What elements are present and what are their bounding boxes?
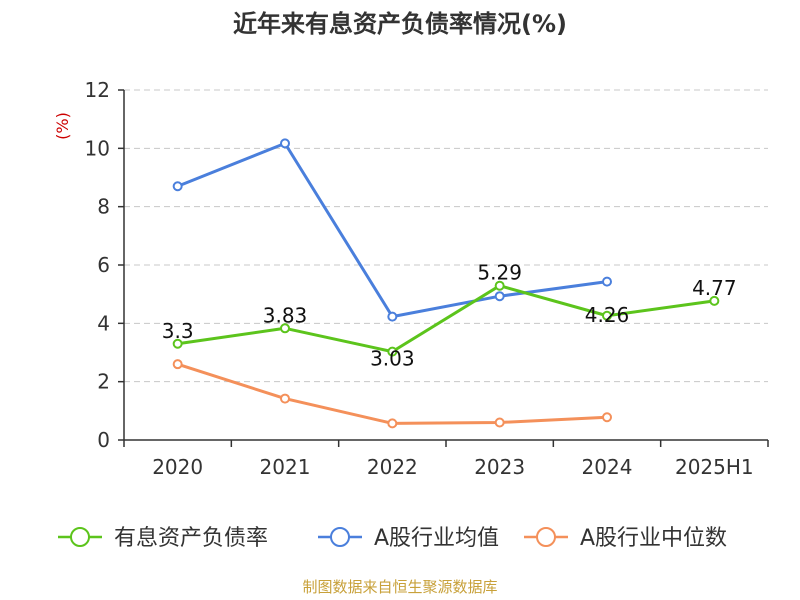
y-tick-label-4: 8: [97, 195, 110, 219]
legend-label-1: A股行业均值: [374, 526, 499, 551]
x-tick-label-0: 2020: [152, 455, 203, 479]
legend-item-0[interactable]: 有息资产负债率: [58, 526, 268, 551]
chart-title: 近年来有息资产负债率情况(%): [233, 10, 567, 38]
legend-marker-2: [536, 527, 556, 547]
data-label-5: 4.77: [692, 276, 737, 300]
series-2-point-4: [602, 412, 612, 423]
data-label-1: 3.83: [263, 303, 308, 327]
y-axis-label: (%): [53, 112, 72, 140]
y-tick-label-1: 2: [97, 370, 110, 394]
series-0-point-5: [709, 295, 720, 306]
legend-item-2[interactable]: A股行业中位数: [524, 526, 727, 551]
series-0-point-4: [602, 310, 612, 321]
x-tick-label-1: 2021: [260, 455, 311, 479]
x-tick-label-3: 2023: [474, 455, 525, 479]
legend-label-0: 有息资产负债率: [114, 526, 268, 551]
x-tick-label-5: 2025H1: [675, 455, 754, 479]
series-0-point-3: [494, 280, 505, 291]
series-line-0: [177, 284, 715, 354]
data-label-0: 3.3: [162, 319, 194, 343]
legend-marker-1: [330, 527, 350, 547]
series-0-point-0: [172, 338, 183, 349]
series-1-point-3: [494, 291, 505, 302]
series-2-point-1: [280, 393, 290, 404]
series-1-point-1: [280, 138, 290, 149]
y-tick-label-0: 0: [97, 428, 110, 452]
series-1-point-4: [602, 276, 612, 287]
y-tick-label-5: 10: [85, 136, 110, 160]
y-tick-label-6: 12: [85, 78, 110, 102]
legend-item-1[interactable]: A股行业均值: [318, 526, 499, 551]
series-line-2: [177, 362, 608, 425]
legend-marker-0: [70, 527, 90, 547]
data-label-3: 5.29: [477, 261, 522, 285]
x-tick-label-2: 2022: [367, 455, 418, 479]
series-0-point-2: [387, 346, 398, 357]
y-tick-label-3: 6: [97, 253, 110, 277]
data-label-4: 4.26: [585, 303, 630, 327]
series-1-point-0: [172, 181, 183, 192]
series-line-1: [177, 141, 608, 319]
series-2-point-3: [494, 417, 505, 428]
data-labels: 3.3 3.83 3.03 5.29 4.26 4.77: [162, 261, 737, 371]
x-tick-label-4: 2024: [582, 455, 633, 479]
data-label-2: 3.03: [370, 347, 415, 371]
series-1-point-2: [387, 311, 398, 322]
series-0-point-1: [280, 323, 290, 334]
gridlines: [124, 89, 768, 383]
legend-label-2: A股行业中位数: [580, 526, 727, 551]
series-2-point-0: [172, 359, 183, 370]
y-tick-label-2: 4: [97, 311, 110, 335]
source-note: 制图数据来自恒生聚源数据库: [302, 578, 497, 596]
series-2-point-2: [387, 418, 398, 429]
axes: 0 2 4 6 8 10 12 2020 2021 2022 2023 2024 2025H1: [85, 78, 769, 479]
legend[interactable]: 有息资产负债率 A股行业均值 A股行业中位数: [58, 526, 727, 551]
series-layer: [172, 138, 720, 429]
